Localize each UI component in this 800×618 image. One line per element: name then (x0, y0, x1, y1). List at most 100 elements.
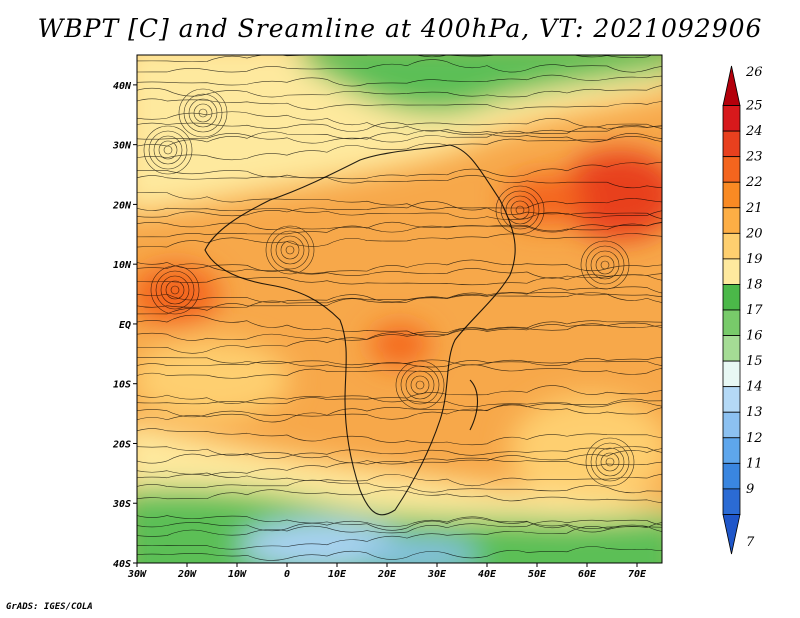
lon-tick-label: 30W (127, 569, 147, 580)
colorbar-label: 13 (746, 405, 763, 420)
streamline-vortex (510, 200, 530, 220)
streamline (137, 357, 662, 367)
colorbar-label: 14 (746, 380, 763, 395)
streamline (137, 403, 662, 420)
streamline-vortex (515, 205, 525, 215)
streamline-vortex (580, 240, 630, 290)
streamline (137, 221, 662, 233)
colorbar-swatch (722, 284, 741, 311)
streamline (137, 448, 662, 479)
streamline (137, 292, 662, 315)
streamline-vortex (410, 375, 430, 395)
colorbar-swatch (722, 258, 741, 285)
streamline-vortex (193, 103, 213, 123)
streamline (137, 221, 662, 238)
lon-tick-label: 70E (628, 569, 647, 580)
streamline-vortex (265, 225, 315, 275)
streamline-vortex (275, 235, 305, 265)
lat-tick-label: 40N (113, 81, 132, 92)
streamline-vortex (270, 230, 310, 270)
streamline (137, 516, 662, 532)
colorbar-swatch (722, 386, 741, 413)
colorbar-label: 21 (745, 201, 763, 216)
colorbar-swatch (722, 462, 741, 490)
lon-tick-label: 50E (528, 569, 547, 580)
lat-tick-label: 40S (113, 559, 131, 570)
streamline (137, 515, 662, 533)
streamline (137, 470, 662, 487)
colorbar-bottom-arrow (722, 514, 741, 555)
streamline-vortex (500, 190, 540, 230)
streamline-vortex (155, 270, 195, 310)
colorbar-label: 19 (746, 252, 763, 267)
streamline (137, 59, 662, 73)
streamline-vortex (148, 130, 188, 170)
streamline-vortex (595, 255, 615, 275)
colorbar-label: 17 (746, 303, 763, 318)
lon-tick-label: 0 (284, 569, 290, 580)
colorbar-label: 7 (746, 535, 755, 550)
streamline-vortex (505, 195, 535, 225)
streamline-vortex (150, 265, 200, 315)
lon-tick-label: 10E (328, 569, 347, 580)
streamline-vortex (285, 245, 295, 255)
streamline (137, 133, 662, 161)
lon-tick-label: 30E (427, 569, 447, 580)
streamline (137, 117, 662, 132)
colorbar-label: 16 (746, 329, 763, 344)
streamline-vortex (590, 442, 630, 482)
footer-credit: GrADS: IGES/COLA (6, 602, 93, 612)
streamline-vortex (495, 185, 545, 235)
streamline-vortex (595, 447, 625, 477)
map-frame (136, 54, 663, 564)
colorbar: 26 25 24 23 22 21 20 19 18 17 16 15 14 13 12 11 9 7 (722, 65, 763, 555)
lon-tick-label: 40E (478, 569, 497, 580)
colorbar-swatch (722, 130, 741, 158)
colorbar-label: 15 (746, 354, 763, 369)
streamline (137, 129, 662, 144)
colorbar-label: 20 (745, 226, 763, 241)
streamline-vortex (605, 457, 615, 467)
streamline (137, 175, 662, 189)
colorbar-swatch (722, 156, 741, 183)
colorbar-label: 9 (746, 482, 754, 497)
streamline (137, 74, 662, 87)
lon-axis: 30W 20W 10W 0 10E 20E 30E 40E 50E 60E 70E (127, 563, 647, 580)
colorbar-swatch (722, 105, 741, 132)
streamline (137, 192, 662, 219)
colorbar-swatch (722, 488, 741, 515)
lat-tick-label: 20N (112, 200, 132, 211)
streamlines (137, 55, 662, 561)
streamline-vortex (143, 125, 193, 175)
streamline (137, 524, 662, 550)
streamline-vortex (600, 260, 610, 270)
streamline (137, 259, 662, 274)
lat-tick-label: 10S (113, 380, 131, 391)
colorbar-swatch (722, 207, 741, 234)
streamline-vortex (188, 98, 218, 128)
streamline (137, 519, 662, 537)
streamline-vortex (170, 285, 180, 295)
colorbar-label: 25 (745, 99, 763, 114)
lat-tick-label: 30S (112, 499, 131, 510)
lon-tick-label: 20W (177, 569, 197, 580)
colorbar-top-arrow (722, 65, 741, 106)
streamline-vortex (178, 88, 228, 138)
streamline (137, 263, 662, 279)
streamline (137, 124, 662, 147)
lon-tick-label: 10W (228, 569, 247, 580)
lon-tick-label: 20E (377, 569, 397, 580)
streamline-vortex (415, 380, 425, 390)
streamline (137, 428, 662, 446)
streamline-vortex (163, 145, 173, 155)
colorbar-swatch (722, 335, 741, 362)
streamline (137, 292, 662, 308)
streamline-vortex (280, 240, 300, 260)
streamline-vortex (160, 275, 190, 305)
streamline (137, 55, 653, 63)
colorbar-label: 22 (745, 175, 763, 190)
streamline (137, 161, 662, 180)
streamline-vortex (183, 93, 223, 133)
lat-tick-label: EQ (119, 320, 131, 331)
